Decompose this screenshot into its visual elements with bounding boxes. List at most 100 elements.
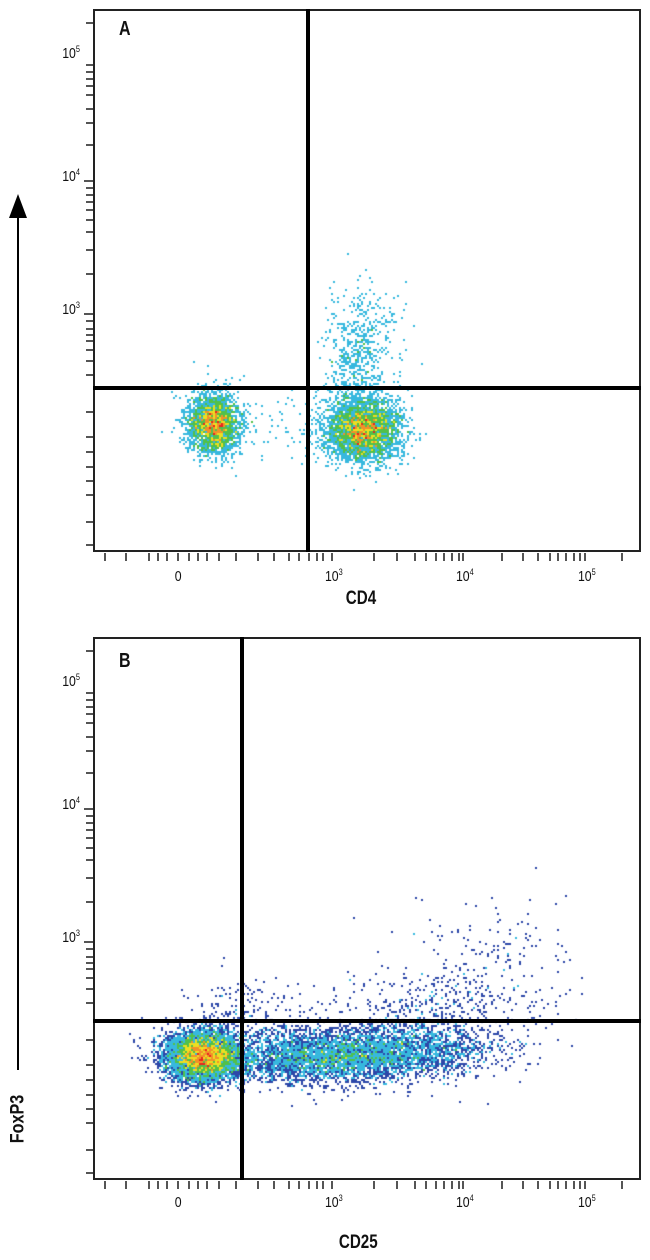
x-tick — [298, 1181, 300, 1189]
y-tick-label: 105 — [62, 44, 80, 62]
y-tick — [86, 320, 93, 322]
x-tick — [458, 1181, 460, 1189]
x-tick — [308, 553, 310, 561]
panel-label-a: A — [119, 18, 131, 40]
y-tick-label: 103 — [62, 300, 80, 318]
y-tick — [86, 374, 93, 376]
y-tick — [86, 722, 93, 724]
x-tick — [579, 553, 581, 561]
x-tick — [125, 553, 127, 561]
x-tick — [537, 553, 539, 561]
x-tick — [322, 553, 324, 561]
y-tick — [86, 64, 93, 66]
y-tick — [86, 948, 93, 950]
x-tick — [166, 1181, 168, 1189]
y-tick — [86, 249, 93, 251]
panel-label-b: B — [119, 650, 131, 672]
y-tick — [86, 360, 93, 362]
y-tick — [86, 1079, 93, 1081]
y-tick — [86, 328, 93, 330]
y-tick — [86, 436, 93, 438]
y-tick — [86, 451, 93, 453]
panel-b: B 105 104 103 0 103 104 105 CD25 — [0, 628, 650, 1256]
y-tick-label: 104 — [62, 795, 80, 813]
x-tick — [298, 553, 300, 561]
y-tick — [86, 411, 93, 413]
x-tick — [188, 1181, 190, 1189]
x-tick — [565, 1181, 567, 1189]
x-tick — [157, 553, 159, 561]
y-tick — [86, 750, 93, 752]
y-tick — [86, 1149, 93, 1151]
y-tick — [86, 108, 93, 110]
x-tick — [148, 1181, 150, 1189]
x-tick-label: 0 — [174, 1194, 182, 1211]
x-tick — [573, 1181, 575, 1189]
x-tick — [177, 1181, 179, 1189]
y-tick — [86, 706, 93, 708]
x-tick — [197, 553, 199, 561]
x-tick — [104, 553, 106, 561]
y-tick — [84, 180, 93, 182]
x-tick — [451, 1181, 453, 1189]
x-tick — [177, 553, 179, 561]
x-tick-label: 105 — [577, 567, 596, 585]
y-tick — [86, 521, 93, 523]
y-tick — [86, 22, 93, 24]
y-tick — [86, 829, 93, 831]
x-tick-label: 104 — [455, 1193, 474, 1211]
y-tick — [86, 1002, 93, 1004]
x-tick — [218, 553, 220, 561]
x-tick — [257, 1181, 259, 1189]
x-tick — [148, 553, 150, 561]
x-tick — [331, 553, 333, 561]
x-tick — [425, 1181, 427, 1189]
x-tick — [104, 1181, 106, 1189]
panel-a: A 105 104 103 0 103 104 105 CD4 — [0, 0, 650, 628]
y-tick-label: 105 — [62, 672, 80, 690]
x-tick — [458, 553, 460, 561]
x-tick — [522, 1181, 524, 1189]
y-tick — [86, 847, 93, 849]
x-tick — [451, 553, 453, 561]
x-tick — [621, 553, 623, 561]
x-tick — [549, 553, 551, 561]
y-tick — [86, 956, 93, 958]
y-tick — [86, 650, 93, 652]
quadrant-gate-horizontal-a[interactable] — [93, 386, 641, 390]
x-tick — [331, 1181, 333, 1189]
x-tick — [584, 553, 586, 561]
y-tick — [86, 859, 93, 861]
quadrant-gate-vertical-b[interactable] — [240, 637, 244, 1180]
x-tick-label: 103 — [324, 567, 343, 585]
quadrant-gate-vertical-a[interactable] — [306, 9, 310, 552]
y-tick — [86, 713, 93, 715]
x-tick — [557, 1181, 559, 1189]
x-tick — [257, 553, 259, 561]
quadrant-gate-horizontal-b[interactable] — [93, 1019, 641, 1023]
y-tick — [86, 201, 93, 203]
y-tick — [86, 85, 93, 87]
y-tick-label: 103 — [62, 928, 80, 946]
scatter-plot-b — [95, 639, 639, 1178]
y-tick — [86, 122, 93, 124]
y-tick — [86, 71, 93, 73]
x-tick-label: 104 — [455, 567, 474, 585]
y-tick — [86, 209, 93, 211]
y-tick — [86, 1039, 93, 1041]
x-tick — [235, 1181, 237, 1189]
y-tick — [86, 494, 93, 496]
y-tick — [86, 977, 93, 979]
x-tick — [501, 553, 503, 561]
y-tick — [86, 1108, 93, 1110]
x-tick — [273, 553, 275, 561]
x-tick — [537, 1181, 539, 1189]
x-tick — [288, 1181, 290, 1189]
y-tick — [86, 822, 93, 824]
y-tick — [86, 692, 93, 694]
x-tick — [308, 1181, 310, 1189]
y-tick — [86, 1064, 93, 1066]
y-tick — [86, 231, 93, 233]
y-tick — [86, 544, 93, 546]
x-tick — [322, 1181, 324, 1189]
